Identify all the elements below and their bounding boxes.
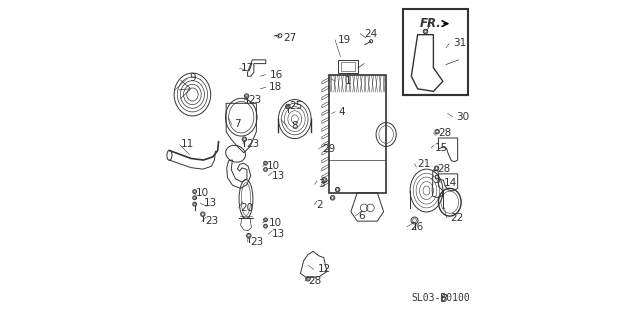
Text: 8: 8 [291, 121, 298, 131]
Bar [340, 62, 355, 71]
Text: 16: 16 [269, 70, 283, 80]
Text: 20: 20 [241, 203, 253, 213]
Text: 11: 11 [180, 139, 194, 149]
Text: 10: 10 [266, 161, 280, 171]
Text: 3: 3 [319, 179, 325, 189]
Text: 10: 10 [269, 218, 282, 228]
Text: 23: 23 [205, 216, 219, 226]
Text: 13: 13 [204, 198, 217, 208]
Text: 26: 26 [410, 222, 423, 232]
Text: 9: 9 [189, 73, 196, 83]
Text: 13: 13 [272, 229, 285, 239]
Text: 4: 4 [339, 107, 345, 117]
Text: 23: 23 [251, 237, 264, 247]
Text: 12: 12 [317, 264, 331, 274]
Text: 19: 19 [339, 35, 351, 45]
Text: 23: 23 [248, 95, 261, 105]
Text: 18: 18 [269, 82, 282, 92]
Text: 5: 5 [433, 175, 440, 185]
Text: 30: 30 [456, 112, 469, 122]
Text: 27: 27 [283, 33, 296, 43]
Text: FR.: FR. [419, 17, 441, 30]
Text: 28: 28 [437, 164, 451, 175]
Text: 28: 28 [308, 276, 322, 286]
Bar [339, 60, 358, 73]
Text: 7: 7 [234, 119, 241, 129]
Text: 28: 28 [438, 128, 451, 138]
Text: 25: 25 [289, 100, 303, 111]
Text: 2: 2 [316, 200, 323, 210]
Bar [403, 9, 468, 94]
Text: 24: 24 [364, 29, 378, 39]
Text: 14: 14 [444, 178, 457, 188]
Text: 13: 13 [272, 171, 285, 181]
Text: B: B [440, 294, 447, 304]
Text: 31: 31 [453, 38, 466, 49]
Text: 23: 23 [246, 139, 260, 149]
Text: 6: 6 [359, 211, 365, 221]
Bar [329, 75, 385, 193]
Text: SL03-B0100: SL03-B0100 [412, 293, 470, 303]
Text: 17: 17 [241, 63, 254, 73]
Text: 15: 15 [435, 143, 448, 153]
Text: 21: 21 [418, 159, 431, 169]
Text: 22: 22 [450, 213, 463, 223]
Text: 10: 10 [196, 188, 209, 198]
Text: 29: 29 [323, 144, 336, 154]
Text: 1: 1 [344, 76, 351, 86]
